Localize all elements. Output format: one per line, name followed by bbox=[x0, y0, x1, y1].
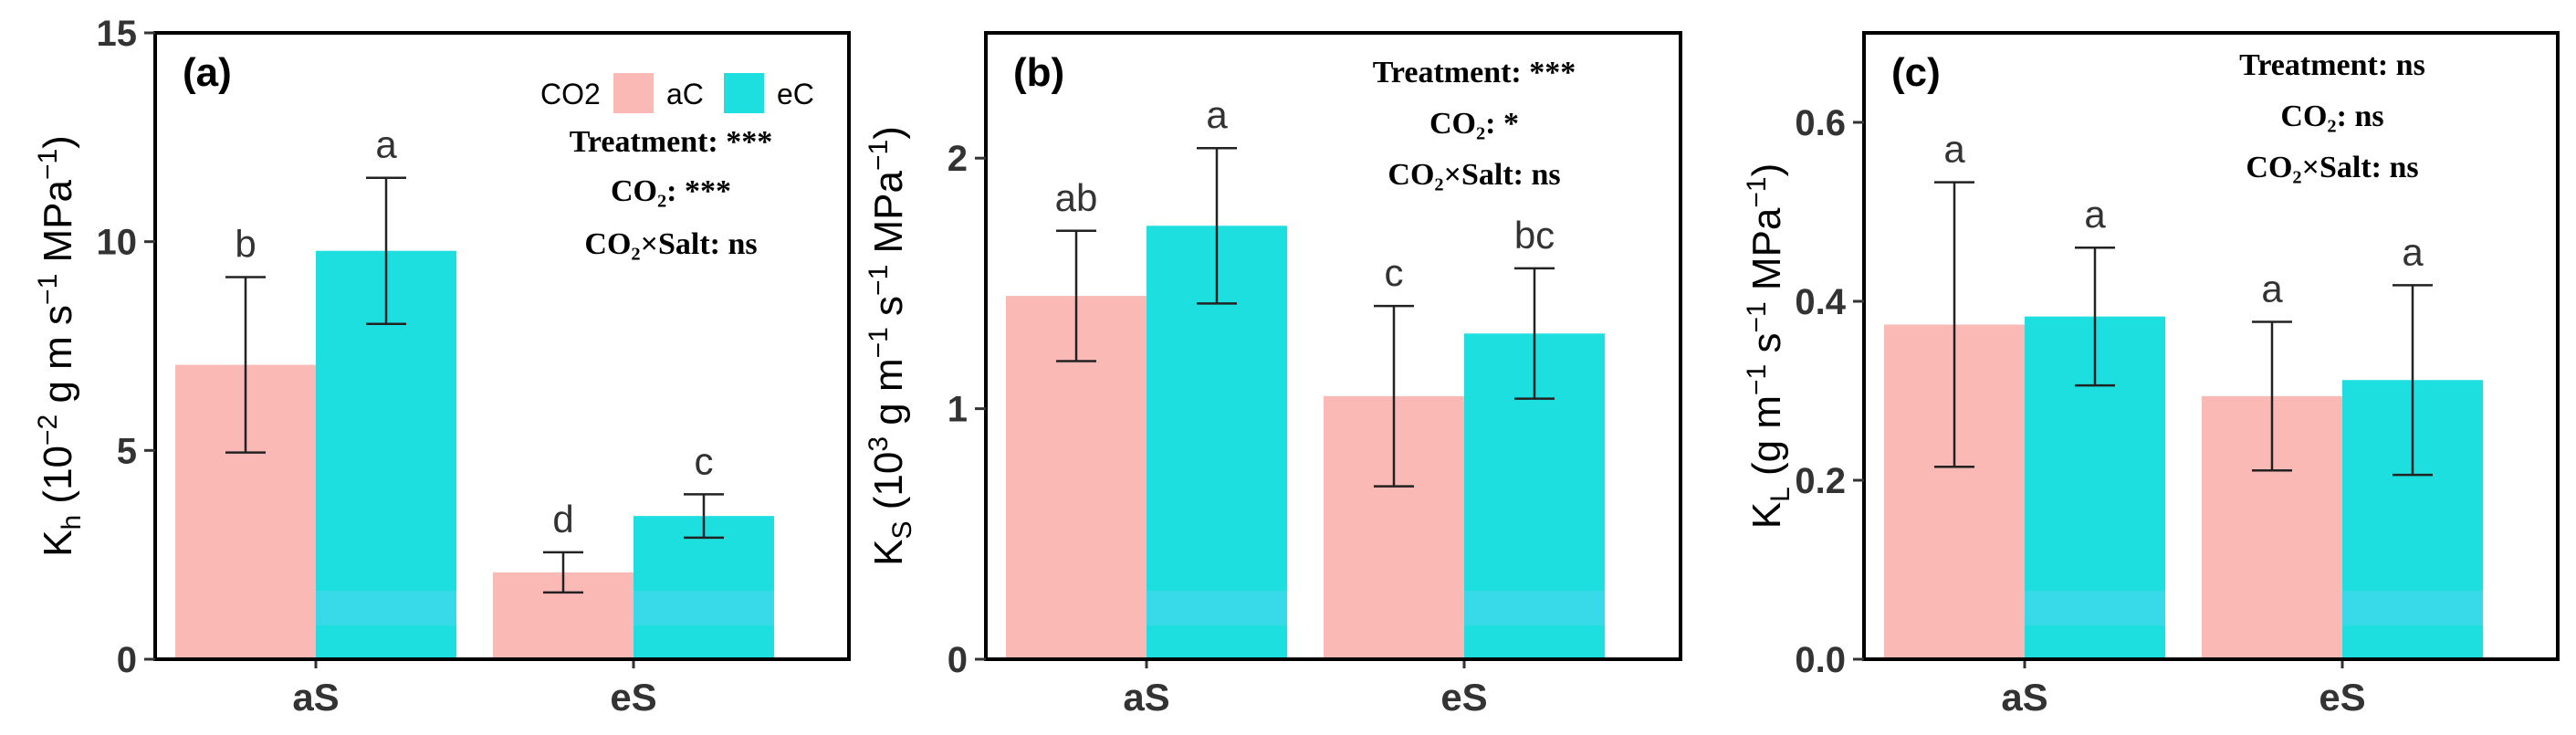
panel-3: a a aS a a eS 0.0 0.2 0.4 0.6 (c) Treatment: ns CO₂:… bbox=[1742, 31, 2560, 719]
y-axis-label-part: K bbox=[1744, 502, 1789, 529]
legend-label-eC: eC bbox=[777, 78, 814, 110]
y-axis-label-part: g m bbox=[866, 358, 911, 436]
stat-annotation: Treatment: ns bbox=[2239, 48, 2425, 82]
y-axis-label-part: −1 bbox=[864, 327, 894, 358]
y-tick-label: 15 bbox=[97, 14, 138, 54]
y-axis-label: Kh (10−2 g m s−1 MPa−1) bbox=[33, 135, 87, 557]
bar-pattern-band bbox=[2025, 591, 2165, 625]
y-axis-label-part: MPa bbox=[36, 180, 80, 274]
y-axis-label-part: g m s bbox=[36, 305, 80, 415]
panel-1: b a aS d c eS 0 5 10 15 (a) Treatment: *** CO₂: *** C… bbox=[33, 14, 851, 719]
stat-annotation: Treatment: *** bbox=[1373, 56, 1576, 89]
y-axis-label-part: (g m bbox=[1744, 395, 1789, 487]
bar-pattern-band bbox=[2342, 591, 2483, 625]
panel-tag: (a) bbox=[183, 50, 232, 95]
significance-letter: a bbox=[1206, 93, 1228, 136]
legend-label-aC: aC bbox=[666, 78, 704, 110]
y-axis-label-part: −1 bbox=[33, 274, 63, 305]
significance-letter: a bbox=[1943, 128, 1965, 171]
bar-eC-eS bbox=[634, 516, 774, 659]
y-tick-label: 5 bbox=[117, 431, 137, 471]
y-tick-label: 10 bbox=[97, 223, 138, 263]
panel-tag: (c) bbox=[1891, 50, 1941, 95]
bar-pattern-band bbox=[1147, 591, 1287, 625]
y-axis-label-part: −1 bbox=[864, 140, 894, 171]
significance-letter: a bbox=[375, 123, 397, 166]
significance-letter: bc bbox=[1514, 214, 1555, 257]
y-axis-label-part: −1 bbox=[1742, 301, 1772, 332]
y-axis-label: KS (103 g m−1 s−1 MPa−1) bbox=[864, 126, 917, 566]
y-axis-label-part: K bbox=[866, 540, 911, 566]
y-axis-label-part: L bbox=[1765, 487, 1796, 502]
x-tick-label: aS bbox=[1123, 676, 1169, 719]
y-axis-label-part: h bbox=[57, 515, 87, 530]
legend-swatch-aC bbox=[613, 73, 654, 113]
y-axis-label-part: K bbox=[36, 530, 80, 556]
significance-letter: a bbox=[2402, 230, 2424, 273]
legend-title: CO2 bbox=[540, 78, 601, 110]
y-axis-label-part: −1 bbox=[33, 149, 63, 180]
y-tick-label: 2 bbox=[948, 139, 968, 179]
stat-annotation: CO₂×Salt: ns bbox=[2246, 151, 2418, 184]
y-axis-label-part: (10 bbox=[866, 452, 911, 521]
x-tick-label: aS bbox=[292, 676, 339, 719]
significance-letter: ab bbox=[1055, 176, 1098, 219]
y-axis-label-part: MPa bbox=[1744, 207, 1789, 301]
y-tick-label: 0.6 bbox=[1795, 103, 1846, 143]
stat-annotation: CO₂×Salt: ns bbox=[1387, 158, 1560, 192]
bar-pattern-band bbox=[634, 591, 774, 625]
significance-letter: b bbox=[235, 223, 256, 266]
significance-letter: d bbox=[552, 498, 573, 541]
stat-annotation: CO₂: *** bbox=[611, 174, 731, 208]
y-tick-label: 0.4 bbox=[1795, 282, 1846, 322]
bar-pattern-band bbox=[1464, 591, 1605, 625]
y-axis-label-part: −1 bbox=[1742, 364, 1772, 395]
stat-annotation: CO₂: * bbox=[1429, 107, 1519, 141]
stat-annotation: CO₂×Salt: ns bbox=[584, 227, 757, 261]
y-axis-label-part: −1 bbox=[864, 265, 894, 296]
y-tick-label: 0.2 bbox=[1795, 461, 1846, 501]
y-axis-label-part: s bbox=[1744, 333, 1789, 364]
legend-swatch-eC bbox=[724, 73, 764, 113]
y-axis-label-part: (10 bbox=[36, 446, 80, 515]
significance-letter: c bbox=[1385, 251, 1404, 294]
plot-frame bbox=[1862, 31, 2560, 661]
y-axis-label-part: MPa bbox=[866, 170, 911, 264]
y-axis-label-part: −1 bbox=[1742, 176, 1772, 207]
x-tick-label: eS bbox=[1440, 676, 1487, 719]
stat-annotation: Treatment: *** bbox=[570, 125, 773, 159]
y-tick-label: 1 bbox=[948, 390, 968, 430]
y-axis-label-part: s bbox=[866, 296, 911, 327]
x-tick-label: eS bbox=[610, 676, 656, 719]
plot-frame bbox=[153, 31, 851, 661]
panel-tag: (b) bbox=[1013, 50, 1064, 95]
y-axis-label-part: 3 bbox=[864, 436, 894, 452]
x-tick-label: eS bbox=[2319, 676, 2365, 719]
significance-letter: a bbox=[2084, 193, 2106, 236]
x-tick-label: aS bbox=[2001, 676, 2047, 719]
y-axis-label-part: ) bbox=[866, 126, 911, 140]
y-axis-label-part: ) bbox=[36, 135, 80, 149]
y-axis-label-part: −2 bbox=[33, 415, 63, 446]
bar-pattern-band bbox=[316, 591, 456, 625]
y-axis-label-part: ) bbox=[1744, 163, 1789, 177]
significance-letter: c bbox=[695, 439, 714, 482]
y-tick-label: 0.0 bbox=[1795, 640, 1846, 680]
significance-letter: a bbox=[2261, 268, 2283, 310]
panel-2: ab a aS c bc eS 0 1 2 (b) Treatment: *** CO₂: * CO₂×… bbox=[864, 31, 1682, 719]
y-tick-label: 0 bbox=[948, 640, 968, 680]
y-tick-label: 0 bbox=[117, 640, 137, 680]
y-axis-label: KL (g m−1 s−1 MPa−1) bbox=[1742, 163, 1796, 530]
y-axis-label-part: S bbox=[887, 520, 917, 539]
stat-annotation: CO₂: ns bbox=[2280, 100, 2383, 133]
legend: CO2 aC eC bbox=[540, 73, 814, 113]
plot-frame bbox=[984, 31, 1682, 661]
